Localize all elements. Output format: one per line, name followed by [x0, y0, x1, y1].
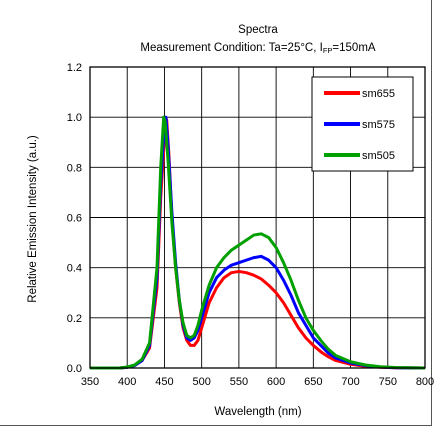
x-tick-label: 500 — [192, 376, 210, 388]
chart-subtitle-suffix: =150mA — [332, 42, 375, 54]
chart-subtitle-sub: FP — [323, 46, 333, 55]
legend-label-sm655: sm655 — [362, 88, 395, 100]
chart-subtitle-prefix: Measurement Condition: Ta=25°C, I — [140, 42, 322, 54]
legend: sm655 sm575 sm505 — [311, 76, 414, 172]
x-tick-label: 650 — [304, 376, 322, 388]
y-tick-label: 0.0 — [67, 363, 82, 375]
x-tick-label: 350 — [81, 376, 99, 388]
series-layer — [90, 115, 426, 370]
y-tick-label: 1.2 — [67, 62, 82, 74]
y-tick-label: 0.6 — [67, 213, 82, 225]
x-tick-label: 750 — [379, 376, 397, 388]
y-tick-label: 0.4 — [67, 263, 82, 275]
chart-subtitle: Measurement Condition: Ta=25°C, IFP=150m… — [140, 42, 375, 55]
y-axis-label: Relative Emission Intensity (a.u.) — [27, 135, 39, 303]
x-tick-label: 450 — [155, 376, 173, 388]
x-tick-label: 550 — [230, 376, 248, 388]
chart-title: Spectra — [238, 24, 278, 36]
y-tick-label: 1.0 — [67, 112, 82, 124]
tick-labels: 350 400 450 500 550 600 650 700 750 800 0.0 0.2 0.4 0… — [67, 62, 434, 388]
plot-border — [89, 66, 426, 369]
y-tick-label: 0.2 — [67, 313, 82, 325]
legend-label-sm505: sm505 — [362, 150, 395, 162]
x-tick-label: 800 — [416, 376, 434, 388]
y-tick-label: 0.8 — [67, 162, 82, 174]
x-tick-label: 600 — [267, 376, 285, 388]
legend-label-sm575: sm575 — [362, 119, 395, 131]
x-tick-label: 400 — [118, 376, 136, 388]
x-tick-label: 700 — [341, 376, 359, 388]
series-line-sm505 — [90, 115, 426, 370]
chart-frame — [0, 0, 432, 426]
x-axis-label: Wavelength (nm) — [214, 406, 301, 418]
